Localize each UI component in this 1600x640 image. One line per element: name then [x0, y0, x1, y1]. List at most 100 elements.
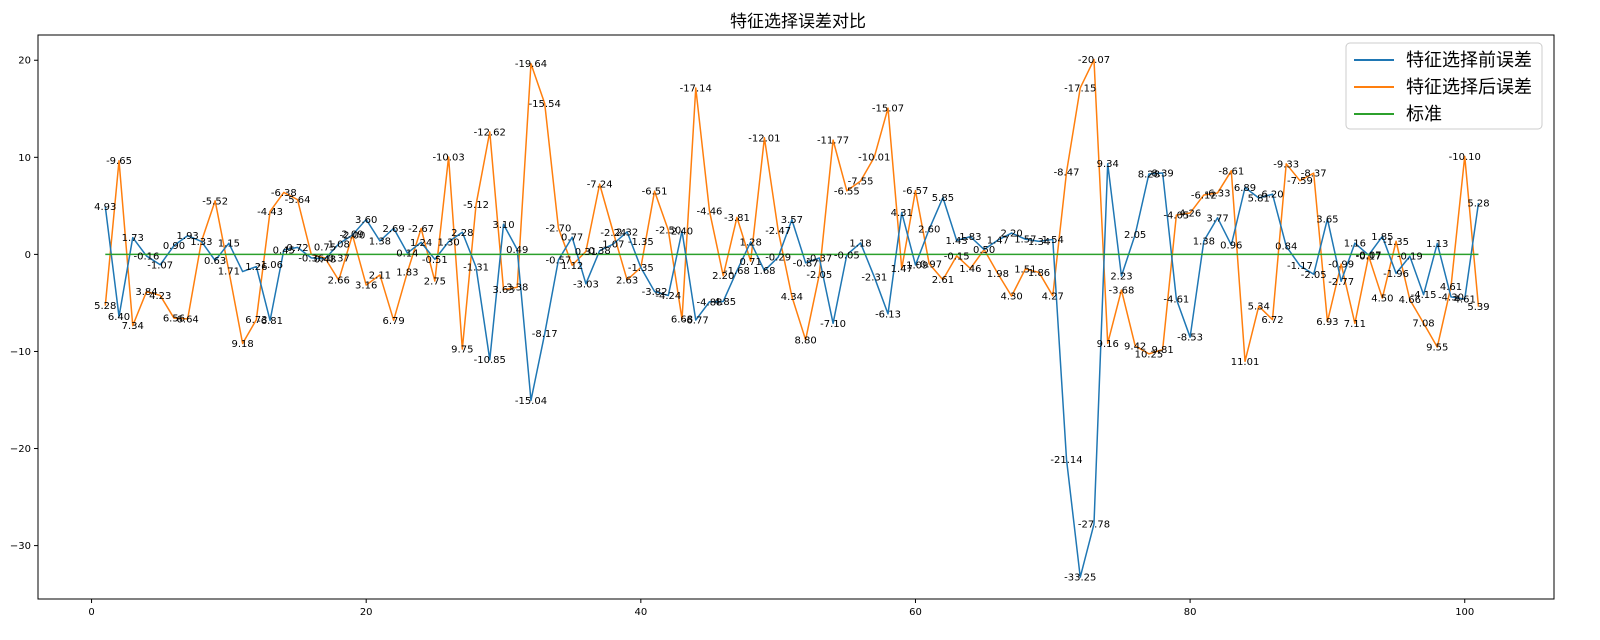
data-label: 0.75: [314, 243, 336, 254]
data-label: 10.25: [1135, 349, 1164, 360]
data-label: 1.43: [946, 236, 968, 247]
data-label: 4.23: [149, 291, 171, 302]
data-label: 2.61: [932, 275, 954, 286]
data-label: 2.23: [1110, 272, 1132, 283]
data-label: -1.35: [1383, 237, 1409, 248]
data-label: -0.87: [793, 258, 819, 269]
data-label: 2.05: [1124, 230, 1146, 241]
data-label: 9.16: [1097, 339, 1119, 350]
data-label: 0.45: [273, 246, 295, 257]
data-label: 4.66: [1399, 295, 1421, 306]
data-label: 1.34: [1028, 237, 1050, 248]
data-label: -7.10: [820, 319, 846, 330]
data-label: 4.34: [781, 292, 803, 303]
data-label: -3.82: [642, 287, 668, 298]
data-label: -1.06: [257, 260, 283, 271]
data-label: -1.68: [724, 266, 750, 277]
data-label: -3.68: [1109, 286, 1135, 297]
data-label: 1.51: [1014, 265, 1036, 276]
data-label: -6.77: [683, 316, 709, 327]
data-label: 2.09: [341, 230, 363, 241]
data-label: 4.61: [1440, 282, 1462, 293]
data-label: 1.24: [410, 238, 432, 249]
data-label: -0.57: [546, 255, 572, 266]
data-label: -10.01: [858, 153, 890, 164]
data-label: -3.03: [573, 279, 599, 290]
data-label: 3.65: [1316, 214, 1338, 225]
data-label: 9.81: [1152, 345, 1174, 356]
data-label: 6.64: [177, 314, 199, 325]
data-label: 3.84: [135, 287, 157, 298]
data-label: 2.75: [424, 277, 446, 288]
data-label: 1.83: [959, 232, 981, 243]
data-label: 3.77: [1206, 213, 1228, 224]
data-label: -0.17: [1356, 252, 1382, 263]
data-label: 0.90: [163, 241, 185, 252]
data-labels: 4.935.286.40-9.651.737.34-0.163.84-1.074…: [94, 55, 1489, 584]
data-label: -1.31: [463, 263, 489, 274]
data-label: -4.61: [1163, 295, 1189, 306]
data-label: 11.01: [1231, 357, 1260, 368]
data-label: -2.50: [655, 226, 681, 237]
data-label: -0.37: [806, 253, 832, 264]
data-label: 4.30: [1000, 292, 1022, 303]
data-label: 3.57: [781, 215, 803, 226]
data-label: -6.12: [1191, 190, 1217, 201]
series-line-1: [104, 58, 1480, 363]
data-label: 0.31: [575, 247, 597, 258]
data-label: -0.19: [1397, 252, 1423, 263]
data-label: 1.15: [218, 239, 240, 250]
data-label: 4.26: [1179, 209, 1201, 220]
x-tick-label: 20: [360, 607, 373, 618]
data-label: -2.77: [1328, 277, 1354, 288]
data-label: 0.96: [1220, 241, 1242, 252]
data-label: -10.10: [1449, 152, 1481, 163]
data-label: -2.67: [408, 224, 434, 235]
data-label: 1.46: [959, 264, 981, 275]
data-label: 4.61: [1454, 295, 1476, 306]
data-label: -8.53: [1177, 333, 1203, 344]
data-label: -0.51: [422, 255, 448, 266]
data-label: 9.75: [451, 345, 473, 356]
data-label: 1.30: [437, 237, 459, 248]
data-label: -2.70: [546, 224, 572, 235]
y-tick-label: −20: [10, 444, 31, 455]
data-label: 1.47: [987, 236, 1009, 247]
data-label: -5.64: [285, 195, 311, 206]
data-label: 3.10: [492, 220, 514, 231]
data-label: 4.93: [94, 202, 116, 213]
data-label: 0.72: [286, 243, 308, 254]
data-label: 0.49: [506, 245, 528, 256]
data-label: 1.85: [1371, 232, 1393, 243]
data-label: -6.51: [642, 187, 668, 198]
data-label: 6.68: [671, 315, 693, 326]
data-label: -4.24: [655, 291, 681, 302]
data-label: 5.81: [1248, 193, 1270, 204]
data-label: -11.77: [817, 136, 849, 147]
data-label: 0.14: [396, 249, 418, 260]
data-label: 1.13: [1426, 239, 1448, 250]
data-label: -4.30: [1438, 292, 1464, 303]
data-label: -4.46: [697, 207, 723, 218]
data-label: 3.63: [492, 285, 514, 296]
data-label: 1.18: [849, 238, 871, 249]
data-label: -0.36: [298, 253, 324, 264]
data-label: -3.81: [724, 213, 750, 224]
data-label: -1.96: [1383, 269, 1409, 280]
plot-area-frame: [37, 34, 1555, 600]
data-label: 1.57: [1014, 235, 1036, 246]
data-label: -7.59: [1287, 176, 1313, 187]
legend-label-1: 特征选择后误差: [1406, 77, 1532, 98]
data-label: -5.52: [202, 196, 228, 207]
data-label: -0.07: [1356, 251, 1382, 262]
data-label: 1.12: [561, 261, 583, 272]
data-label: -6.13: [875, 309, 901, 320]
data-label: 2.66: [328, 276, 350, 287]
data-label: 1.73: [122, 233, 144, 244]
data-label: -0.97: [916, 259, 942, 270]
series-line-0: [104, 162, 1480, 578]
data-label: 0.63: [204, 256, 226, 267]
